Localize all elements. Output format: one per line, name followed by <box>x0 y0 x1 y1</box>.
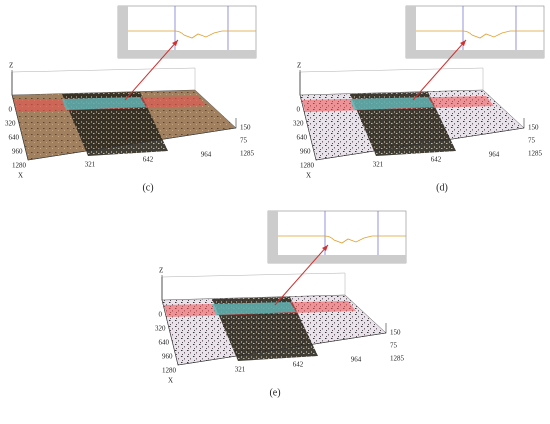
x-tick-label: 642 <box>431 156 442 164</box>
panel: Z 0 320 640 960 1280 X 321 642 964 150 75 1285 (d) <box>293 5 545 193</box>
right-tick-label: 150 <box>240 124 251 132</box>
pointer-arrow <box>274 244 329 306</box>
cyan-band <box>62 97 146 110</box>
pointer-arrow <box>412 39 467 101</box>
x-tick-label: 642 <box>143 156 154 164</box>
y-tick-label: 960 <box>300 148 311 156</box>
x-tick-label: 642 <box>293 361 304 369</box>
x-tick-label: 321 <box>235 366 246 374</box>
inset-chart <box>267 210 407 264</box>
inset-profile <box>278 235 406 244</box>
right-tick-label: 75 <box>528 137 536 145</box>
z-axis-label: Z <box>9 62 13 70</box>
cyan-band <box>212 302 296 315</box>
inset-chart <box>405 5 545 59</box>
y-tick-label: 320 <box>155 325 166 333</box>
frame <box>161 272 346 295</box>
y-tick-label: 1280 <box>300 162 315 170</box>
right-tick-label: 1285 <box>240 150 255 158</box>
inset-axis-strip <box>406 50 544 58</box>
z-axis-label: Z <box>159 267 163 275</box>
arrow-head <box>172 40 178 46</box>
inset-axis-strip <box>268 255 406 263</box>
y-tick-label: 640 <box>159 339 170 347</box>
x-tick-label: 964 <box>201 151 212 159</box>
right-tick-label: 75 <box>390 342 398 350</box>
x-axis-label: X <box>168 377 173 385</box>
arrow-head <box>460 40 466 46</box>
inset-axis-strip <box>118 6 128 58</box>
y-tick-label: 640 <box>9 134 20 142</box>
inset-axis-strip <box>118 50 256 58</box>
y-tick-label: 320 <box>293 120 304 128</box>
x-tick-label: 321 <box>85 161 96 169</box>
arrow-head <box>322 245 328 251</box>
x-axis-label: X <box>18 172 23 180</box>
inset-axis-strip <box>406 6 416 58</box>
panel: Z 0 320 640 960 1280 X 321 642 964 150 75 1285 (e) <box>155 210 407 398</box>
y-tick-label: 0 <box>159 311 163 319</box>
frame <box>11 67 196 90</box>
inset-chart <box>117 5 257 59</box>
right-tick-label: 75 <box>240 137 248 145</box>
x-axis-label: X <box>306 172 311 180</box>
right-tick-label: 1285 <box>528 150 543 158</box>
y-tick-label: 0 <box>297 106 301 114</box>
y-tick-label: 640 <box>297 134 308 142</box>
frame <box>299 67 484 90</box>
inset-axis-strip <box>268 211 278 263</box>
inset-frame <box>117 5 257 59</box>
y-tick-label: 960 <box>12 148 23 156</box>
x-tick-label: 964 <box>351 356 362 364</box>
x-tick-label: 964 <box>489 151 500 159</box>
panel-label: (d) <box>436 182 448 193</box>
inset-profile <box>416 30 544 39</box>
right-tick-label: 150 <box>528 124 539 132</box>
inset-frame <box>267 210 407 264</box>
y-tick-label: 1280 <box>162 367 177 375</box>
y-tick-label: 0 <box>9 106 13 114</box>
y-tick-label: 1280 <box>12 162 27 170</box>
x-tick-label: 321 <box>373 161 384 169</box>
z-axis-label: Z <box>297 62 301 70</box>
y-tick-label: 320 <box>5 120 16 128</box>
y-tick-label: 960 <box>162 353 173 361</box>
panel: Z 0 320 640 960 1280 X 321 642 964 150 75 1285 (c) <box>5 5 257 193</box>
cyan-band <box>350 97 434 110</box>
panel-label: (e) <box>269 387 280 398</box>
right-tick-label: 1285 <box>390 355 405 363</box>
panel-label: (c) <box>142 182 153 193</box>
right-tick-label: 150 <box>390 329 401 337</box>
inset-profile <box>128 30 256 39</box>
pointer-arrow <box>124 39 179 101</box>
